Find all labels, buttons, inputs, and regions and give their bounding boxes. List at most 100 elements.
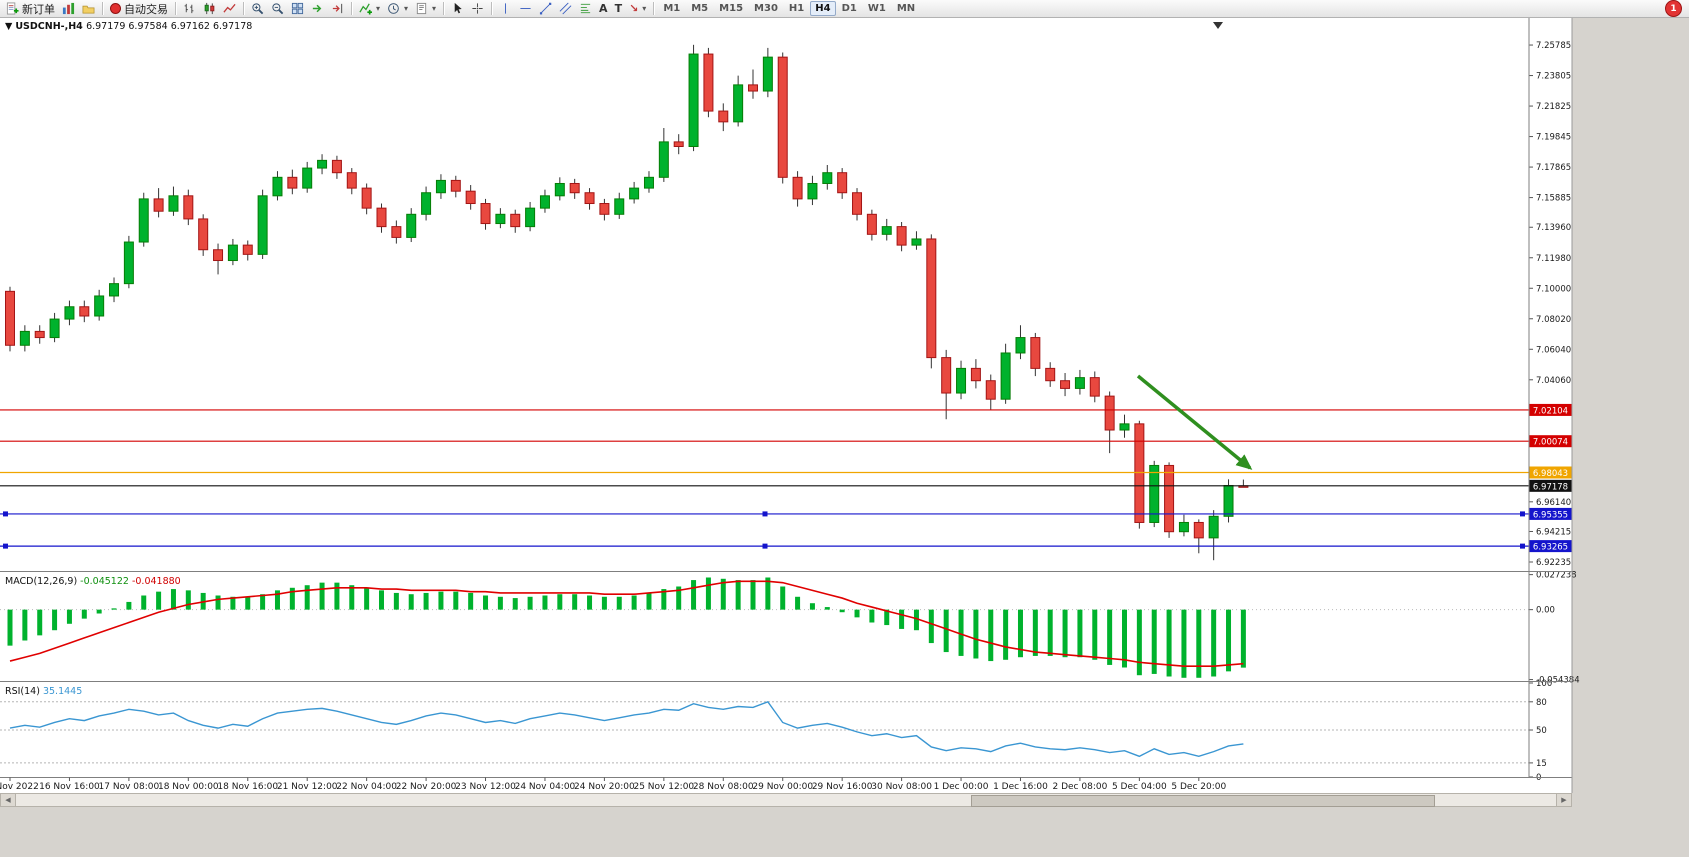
price-tick-label: 7.21825 bbox=[1536, 102, 1571, 112]
line-chart-type-button[interactable] bbox=[220, 1, 239, 17]
support-line-1-handle[interactable] bbox=[762, 511, 768, 517]
candle-up bbox=[1074, 377, 1085, 389]
toolbar-separator bbox=[243, 2, 244, 15]
auto-trading-button[interactable]: 自动交易 bbox=[107, 1, 171, 17]
toolbar-separator bbox=[443, 2, 445, 15]
price-tick-label: 6.96140 bbox=[1536, 498, 1571, 508]
candlestick-chart-type-button[interactable] bbox=[200, 1, 219, 17]
trendline-tool-button[interactable] bbox=[536, 1, 555, 17]
horizontal-line-tool-button[interactable] bbox=[516, 1, 535, 17]
support-line-1-handle[interactable] bbox=[1520, 511, 1525, 517]
timeframe-m15-button[interactable]: M15 bbox=[714, 1, 748, 16]
zoom-in-button[interactable] bbox=[248, 1, 267, 17]
scroll-left-button[interactable]: ◀ bbox=[1, 794, 16, 806]
macd-histogram-bar bbox=[126, 601, 132, 610]
scrollbar-thumb[interactable] bbox=[970, 795, 1435, 807]
vertical-line-tool-button[interactable] bbox=[496, 1, 515, 17]
time-tick-label: 2 Dec 08:00 bbox=[1053, 782, 1108, 792]
crosshair-button[interactable] bbox=[468, 1, 487, 17]
candle-up bbox=[956, 367, 967, 394]
macd-histogram-bar bbox=[1017, 609, 1023, 658]
candle-down bbox=[450, 179, 461, 192]
price-tick-label: 6.92235 bbox=[1536, 558, 1571, 568]
time-tick-label: 25 Nov 12:00 bbox=[633, 782, 694, 792]
new-chart-button[interactable] bbox=[59, 1, 78, 17]
templates-button[interactable]: ▾ bbox=[412, 1, 439, 17]
candle-down bbox=[1045, 367, 1056, 382]
macd-histogram-bar bbox=[96, 609, 102, 614]
support-line-2-handle[interactable] bbox=[762, 543, 768, 549]
macd-histogram-bar bbox=[869, 609, 875, 623]
macd-histogram-bar bbox=[1062, 609, 1068, 658]
auto-scroll-button[interactable] bbox=[308, 1, 327, 17]
scrollbar-track[interactable] bbox=[16, 794, 1556, 807]
timeframe-m30-button[interactable]: M30 bbox=[749, 1, 783, 16]
macd-histogram-bar bbox=[646, 592, 652, 610]
toolbar-separator bbox=[491, 2, 493, 15]
time-tick-label: 1 Dec 00:00 bbox=[934, 782, 989, 792]
candle-up bbox=[421, 192, 432, 215]
time-tick-label: 24 Nov 20:00 bbox=[574, 782, 635, 792]
timeframe-d1-button[interactable]: D1 bbox=[837, 1, 862, 16]
indicators-icon bbox=[359, 3, 372, 15]
dropdown-caret-icon: ▾ bbox=[404, 4, 409, 13]
price-tick-label: 7.11980 bbox=[1536, 254, 1571, 264]
support-line-1-handle[interactable] bbox=[3, 511, 8, 517]
candle-up bbox=[614, 198, 625, 215]
text-tool-button[interactable]: A bbox=[596, 1, 611, 17]
timeframe-h4-button[interactable]: H4 bbox=[810, 1, 836, 16]
macd-histogram-bar bbox=[349, 585, 355, 610]
chart-shift-marker[interactable] bbox=[1213, 22, 1223, 29]
macd-histogram-bar bbox=[780, 586, 786, 610]
chart-canvas[interactable]: 7.02104 7.00074 6.98043 6.97178 6.95355 6.932… bbox=[0, 18, 1689, 793]
candle-up bbox=[1208, 515, 1219, 539]
periods-button[interactable]: ▾ bbox=[384, 1, 411, 17]
indicators-button[interactable]: ▾ bbox=[356, 1, 383, 17]
candle-down bbox=[985, 380, 996, 400]
macd-histogram-bar bbox=[839, 609, 845, 613]
trendline-icon bbox=[539, 2, 552, 15]
fibonacci-tool-button[interactable] bbox=[576, 1, 595, 17]
macd-histogram-bar bbox=[379, 590, 384, 610]
horizontal-scrollbar[interactable]: ◀ ▶ bbox=[0, 793, 1572, 807]
macd-histogram-bar bbox=[156, 591, 162, 610]
timeframe-m1-button[interactable]: M1 bbox=[658, 1, 685, 16]
resistance-line-1-price-badge bbox=[1529, 403, 1572, 416]
zoom-out-button[interactable] bbox=[268, 1, 287, 17]
chart-shift-button[interactable] bbox=[328, 1, 347, 17]
notification-badge[interactable]: 1 bbox=[1665, 0, 1682, 17]
dropdown-caret-icon: ▾ bbox=[376, 4, 381, 13]
price-tick-label: 7.06040 bbox=[1536, 345, 1571, 355]
bar-chart-type-button[interactable] bbox=[180, 1, 199, 17]
cursor-button[interactable] bbox=[448, 1, 467, 17]
timeframe-m5-button[interactable]: M5 bbox=[686, 1, 713, 16]
candle-up bbox=[911, 238, 922, 246]
candle-down bbox=[376, 207, 387, 228]
tile-windows-button[interactable] bbox=[288, 1, 307, 17]
timeframe-h1-button[interactable]: H1 bbox=[784, 1, 809, 16]
label-tool-icon: T bbox=[614, 2, 623, 15]
macd-histogram-bar bbox=[215, 595, 221, 610]
candle-down bbox=[287, 176, 298, 189]
candle-down bbox=[1134, 423, 1145, 523]
scroll-right-button[interactable]: ▶ bbox=[1556, 794, 1571, 806]
dropdown-caret-icon: ▾ bbox=[642, 4, 647, 13]
new-order-button[interactable]: 新订单 bbox=[3, 1, 58, 17]
support-line-2-handle[interactable] bbox=[3, 543, 8, 549]
macd-histogram-bar bbox=[705, 577, 711, 610]
profiles-button[interactable] bbox=[79, 1, 98, 17]
macd-histogram-bar bbox=[512, 598, 518, 610]
label-tool-button[interactable]: T bbox=[612, 1, 626, 17]
macd-histogram-bar bbox=[676, 586, 682, 610]
trend-arrow-annotation[interactable] bbox=[1136, 374, 1253, 470]
support-line-2-handle[interactable] bbox=[1520, 543, 1525, 549]
timeframe-w1-button[interactable]: W1 bbox=[863, 1, 891, 16]
channel-tool-button[interactable] bbox=[556, 1, 575, 17]
toolbar-separator bbox=[175, 2, 176, 15]
arrows-tool-button[interactable]: ↘ ▾ bbox=[626, 1, 649, 17]
candle-down bbox=[599, 203, 610, 215]
macd-histogram-bar bbox=[468, 592, 474, 610]
time-tick-label: 1 Dec 16:00 bbox=[993, 782, 1048, 792]
macd-histogram-bar bbox=[289, 587, 295, 610]
timeframe-mn-button[interactable]: MN bbox=[892, 1, 920, 16]
